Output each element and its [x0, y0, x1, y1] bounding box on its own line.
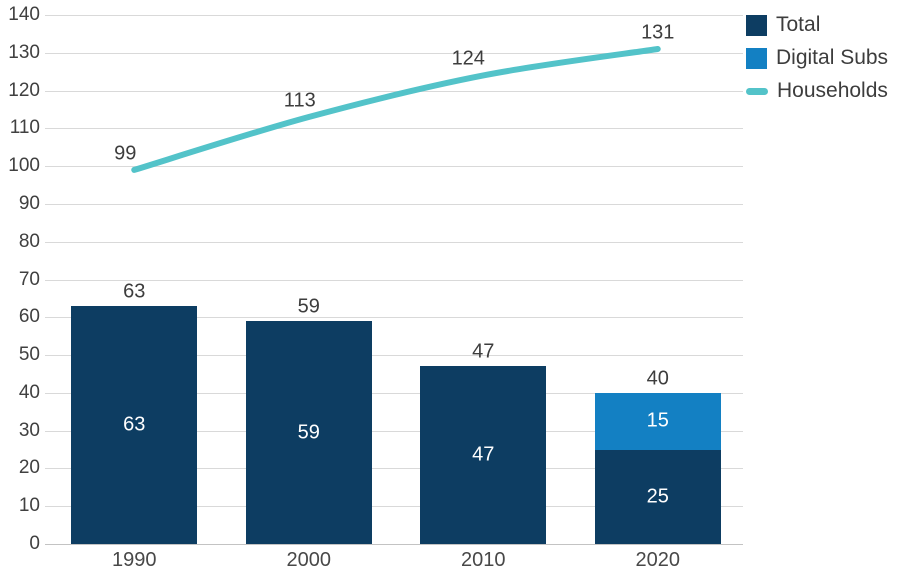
y-axis-tick-label: 30 — [18, 419, 40, 441]
legend-swatch-total — [746, 14, 767, 36]
legend-label-total: Total — [776, 13, 821, 36]
y-axis-tick-label: 70 — [18, 268, 40, 290]
line-point-label: 113 — [283, 89, 316, 112]
legend-swatch-digital-subs — [746, 47, 767, 69]
y-axis-tick-label: 80 — [18, 230, 40, 252]
bar-total-label: 59 — [297, 295, 320, 318]
legend-item-households: Households — [746, 79, 888, 103]
y-axis-tick-label: 130 — [8, 41, 40, 63]
y-axis-tick-label: 20 — [18, 457, 40, 479]
bar-total-label: 47 — [472, 340, 495, 363]
bar-segment-value-label: 59 — [297, 421, 320, 444]
gridline — [45, 128, 743, 130]
bar-segment-digital-subs-2020 — [594, 392, 721, 450]
line-point-label: 131 — [641, 21, 675, 44]
bar-total-label: 40 — [646, 367, 669, 390]
gridline — [45, 430, 743, 432]
bar-segment-total-1990 — [71, 305, 198, 544]
y-axis-tick-label: 60 — [18, 306, 40, 328]
gridline — [45, 203, 743, 205]
line-point-label: 99 — [114, 142, 137, 165]
x-axis-label: 2000 — [286, 549, 332, 571]
legend: Total Digital Subs Households — [746, 13, 888, 103]
legend-item-digital-subs: Digital Subs — [746, 46, 888, 70]
y-axis-tick-label: 140 — [8, 4, 40, 25]
x-axis-label: 1990 — [112, 549, 157, 571]
line-point-label: 124 — [451, 47, 485, 70]
y-axis-tick-label: 10 — [18, 495, 40, 517]
y-axis-tick-label: 50 — [18, 344, 40, 366]
bar-segment-total-2020 — [594, 449, 721, 544]
legend-label-households: Households — [777, 79, 888, 102]
bar-segment-value-label: 15 — [646, 409, 669, 432]
y-axis-tick-label: 110 — [9, 117, 40, 139]
gridline — [45, 355, 743, 357]
legend-item-total: Total — [746, 13, 888, 37]
x-axis-label: 2010 — [461, 549, 506, 571]
gridline — [45, 15, 743, 16]
gridline — [45, 392, 743, 394]
gridline — [45, 166, 743, 168]
x-axis-label: 2020 — [635, 549, 681, 571]
legend-swatch-households — [746, 87, 768, 95]
households-line — [131, 46, 661, 173]
y-axis-tick-label: 120 — [8, 79, 40, 101]
y-axis-tick-label: 0 — [29, 533, 40, 554]
y-axis-tick-label: 100 — [8, 155, 40, 177]
bar-segment-value-label: 47 — [472, 443, 495, 466]
gridline — [45, 317, 743, 319]
x-axis-line — [45, 544, 743, 545]
y-axis-tick-label: 90 — [18, 192, 40, 214]
legend-label-digital-subs: Digital Subs — [776, 46, 889, 69]
gridline — [45, 52, 743, 54]
bar-segment-value-label: 25 — [646, 485, 669, 508]
bar-segment-total-2010 — [420, 366, 547, 544]
bar-total-label: 63 — [123, 280, 146, 303]
gridline — [45, 90, 743, 92]
gridline — [45, 279, 743, 281]
gridline — [45, 468, 743, 470]
gridline — [45, 506, 743, 508]
y-axis-tick-label: 40 — [18, 381, 40, 403]
gridline — [45, 241, 743, 243]
bar-segment-total-2000 — [245, 321, 372, 544]
bar-segment-value-label: 63 — [123, 413, 146, 436]
